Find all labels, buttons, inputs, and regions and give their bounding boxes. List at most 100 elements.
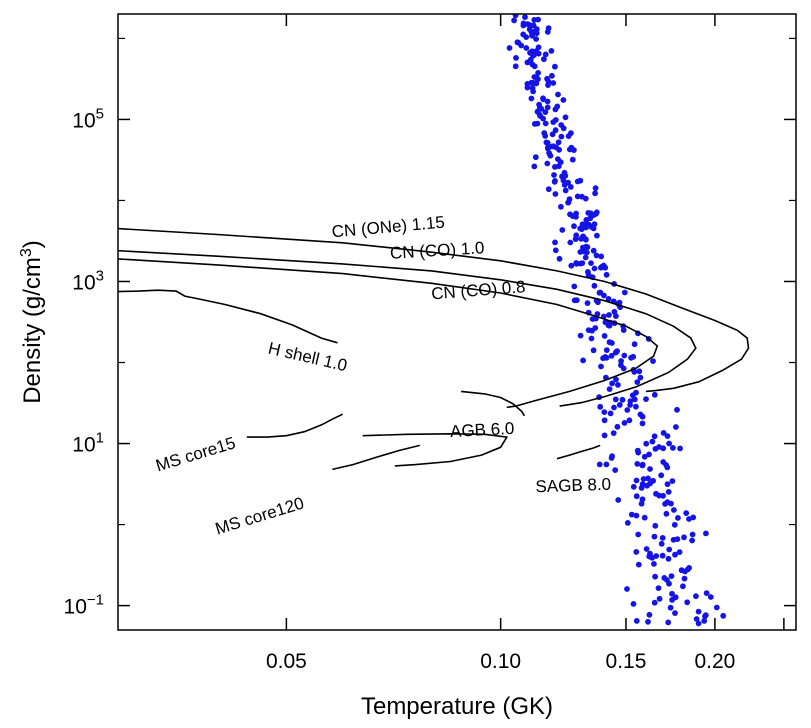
scatter-point [670, 445, 676, 451]
scatter-point [555, 91, 561, 98]
scatter-point [638, 500, 645, 507]
scatter-point [707, 594, 714, 600]
scatter-point [590, 347, 597, 354]
scatter-point [552, 191, 559, 197]
scatter-point [579, 221, 586, 228]
scatter-point [583, 243, 589, 250]
scatter-point [541, 56, 547, 63]
scatter-point [584, 249, 590, 256]
scatter-point [584, 300, 591, 306]
scatter-point [703, 530, 709, 537]
scatter-point [562, 187, 569, 194]
scatter-point [612, 467, 619, 473]
scatter-point [601, 409, 608, 415]
scatter-point [514, 39, 521, 46]
scatter-point [569, 156, 576, 163]
curve-label: MS core120 [213, 494, 306, 539]
scatter-point [614, 348, 620, 354]
scatter-point [645, 618, 651, 625]
scatter-point [674, 406, 680, 413]
scatter-point [607, 410, 614, 417]
scatter-point [624, 520, 631, 526]
scatter-point [621, 420, 628, 426]
scatter-point [655, 585, 662, 591]
scatter-point [512, 14, 519, 19]
scatter-point [621, 352, 628, 359]
scatter-point [636, 368, 643, 375]
track-curve [118, 249, 697, 407]
track-curve [461, 390, 526, 417]
scatter-point [647, 550, 653, 557]
scatter-point [614, 423, 621, 430]
scatter-point [651, 533, 658, 540]
scatter-point [652, 522, 659, 529]
scatter-point [552, 247, 559, 254]
scatter-point [633, 403, 639, 410]
scatter-point [672, 594, 679, 601]
scatter-point [681, 575, 688, 582]
scatter-point [591, 265, 598, 272]
scatter-point [583, 217, 590, 223]
scatter-point [531, 74, 538, 80]
scatter-point [546, 150, 552, 157]
scatter-point [678, 567, 685, 574]
curve-label: MS core15 [154, 433, 238, 475]
scatter-point [559, 227, 566, 233]
scatter-point [637, 374, 644, 381]
scatter-point [601, 417, 608, 424]
y-tick-label: 101 [72, 430, 104, 457]
scatter-point [550, 80, 557, 86]
scatter-point [652, 573, 658, 580]
x-tick-label: 0.15 [606, 650, 647, 673]
scatter-point [562, 114, 569, 121]
scatter-point [681, 534, 687, 541]
scatter-point [580, 233, 587, 240]
scatter-point [609, 380, 615, 387]
scatter-point [548, 48, 555, 54]
track-curves [118, 227, 750, 471]
scatter-point [598, 363, 604, 370]
scatter-point [635, 561, 642, 568]
scatter-point [673, 424, 679, 430]
scatter-point [574, 178, 581, 185]
scatter-point [585, 210, 592, 216]
scatter-point [664, 464, 671, 471]
scatter-point [579, 260, 586, 266]
scatter-point [571, 223, 577, 230]
scatter-point [615, 382, 621, 388]
axis-ticks: 0.05 0.10 0.15 0.20 10−1 101 103 105 [64, 14, 796, 673]
scatter-point [585, 221, 592, 228]
scatter-point [568, 262, 575, 269]
scatter-point [633, 493, 640, 500]
scatter-point [666, 440, 672, 447]
scatter-point [630, 601, 637, 607]
scatter-point [573, 210, 579, 217]
scatter-point [639, 420, 646, 427]
scatter-point [531, 51, 537, 58]
scatter-point [658, 472, 665, 479]
scatter-point [561, 182, 568, 188]
scatter-point [524, 59, 531, 66]
scatter-point [555, 139, 562, 146]
track-curve [118, 227, 750, 393]
scatter-point [531, 163, 538, 170]
scatter-point [549, 131, 556, 138]
scatter-point [577, 249, 584, 255]
curve-label: CN (CO) 1.0 [389, 238, 484, 263]
scatter-point [555, 156, 561, 163]
scatter-point [672, 551, 678, 558]
scatter-point [549, 72, 555, 79]
scatter-point [610, 430, 617, 436]
scatter-point [624, 586, 630, 592]
scatter-point [573, 232, 580, 239]
scatter-point [571, 283, 578, 290]
scatter-point [669, 590, 675, 597]
scatter-point [531, 17, 538, 23]
scatter-point [672, 610, 678, 616]
scatter-point [588, 260, 594, 266]
scatter-point [652, 446, 659, 452]
scatter-point [536, 101, 542, 108]
scatter-point [618, 358, 624, 364]
scatter-point [590, 212, 597, 219]
